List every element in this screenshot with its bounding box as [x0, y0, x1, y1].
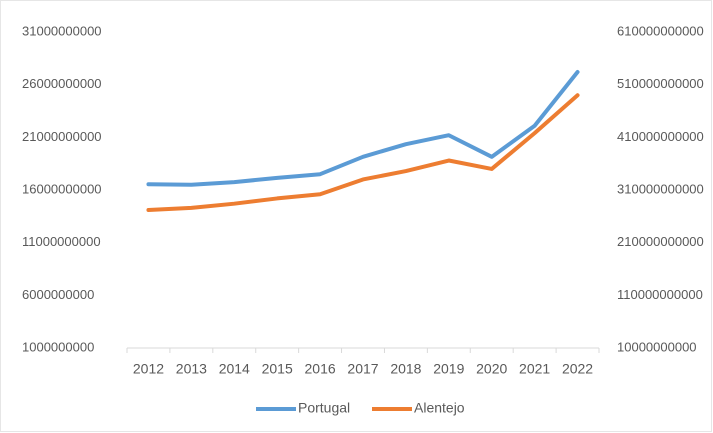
y-tick-label: 26000000000	[22, 76, 102, 91]
legend-label: Alentejo	[414, 400, 465, 416]
x-tick-label: 2014	[219, 361, 250, 377]
y-tick-label: 11000000000	[22, 234, 101, 249]
y2-tick-label: 510000000000	[617, 76, 704, 91]
y-tick-label: 6000000000	[22, 287, 94, 302]
y-tick-label: 1000000000	[22, 339, 94, 354]
y2-tick-label: 610000000000	[617, 23, 704, 38]
legend-label: Portugal	[298, 400, 350, 416]
y2-tick-label: 210000000000	[617, 234, 704, 249]
y2-tick-label: 410000000000	[617, 129, 704, 144]
y2-tick-label: 110000000000	[617, 287, 703, 302]
series-line	[146, 70, 580, 187]
y-tick-label: 31000000000	[22, 23, 102, 38]
y2-tick-label: 10000000000	[617, 339, 697, 354]
x-tick-label: 2015	[262, 361, 293, 377]
x-tick-label: 2017	[347, 361, 378, 377]
x-tick-label: 2013	[176, 361, 207, 377]
x-tick-label: 2021	[519, 361, 550, 377]
x-tick-label: 2016	[305, 361, 336, 377]
x-tick-label: 2012	[133, 361, 164, 377]
x-tick-label: 2018	[390, 361, 421, 377]
x-tick-label: 2022	[562, 361, 593, 377]
x-tick-label: 2019	[433, 361, 464, 377]
y-tick-label: 16000000000	[22, 181, 102, 196]
series-line	[146, 93, 580, 213]
x-tick-label: 2020	[476, 361, 507, 377]
y-tick-label: 21000000000	[22, 129, 102, 144]
y2-tick-label: 310000000000	[617, 181, 704, 196]
